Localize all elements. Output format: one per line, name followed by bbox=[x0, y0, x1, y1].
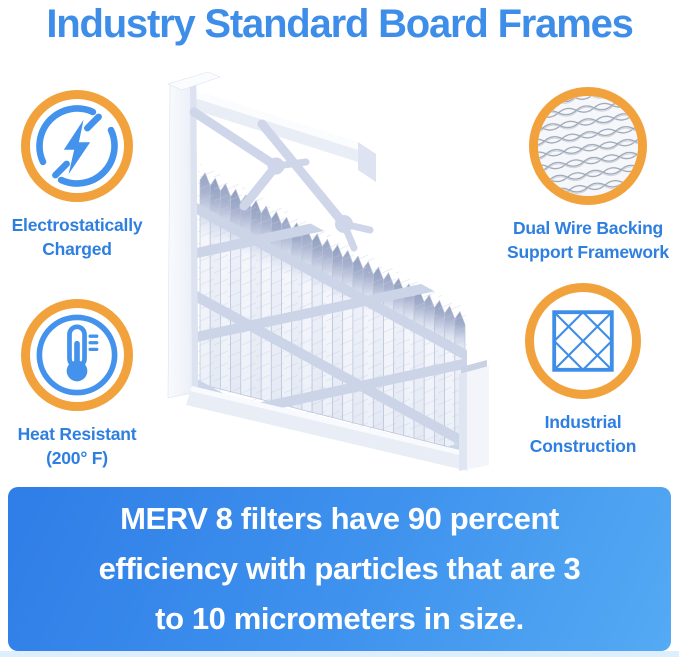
footer-accent-strip bbox=[0, 651, 679, 657]
feature-label-line2: (200° F) bbox=[46, 448, 108, 469]
wire-mesh-icon bbox=[538, 96, 638, 196]
feature-label-line1: Dual Wire Backing bbox=[512, 218, 664, 238]
banner-text-line: efficiency with particles that are 3 bbox=[98, 551, 581, 586]
feature-label-line2: Support Framework bbox=[507, 242, 669, 263]
feature-label: Electrostatically Charged bbox=[12, 213, 143, 261]
feature-icon-ring bbox=[525, 283, 641, 399]
info-banner: MERV 8 filters have 90 percent efficienc… bbox=[8, 487, 671, 651]
feature-label: Heat Resistant (200° F) bbox=[18, 422, 137, 470]
feature-icon-ring bbox=[21, 90, 133, 202]
feature-icon-ring bbox=[529, 87, 647, 205]
feature-label-line2: Construction bbox=[529, 436, 637, 457]
feature-label-line1: Heat Resistant bbox=[17, 424, 137, 444]
feature-industrial-construction: Industrial Construction bbox=[503, 283, 663, 458]
lightning-bolt-icon bbox=[36, 105, 118, 187]
lattice-grid-icon bbox=[552, 310, 614, 372]
feature-label-line1: Electrostatically bbox=[11, 215, 143, 235]
thermometer-icon bbox=[36, 314, 118, 396]
corner-braces bbox=[189, 107, 374, 252]
feature-electrostatically-charged: Electrostatically Charged bbox=[0, 90, 157, 261]
page-title: Industry Standard Board Frames bbox=[46, 2, 634, 46]
feature-label: Industrial Construction bbox=[529, 410, 637, 458]
feature-icon-ring bbox=[21, 299, 133, 411]
banner-text-line: MERV 8 filters have 90 percent bbox=[120, 501, 559, 536]
feature-label: Dual Wire Backing Support Framework bbox=[507, 216, 669, 264]
air-filter-image bbox=[167, 71, 489, 471]
feature-label-line1: Industrial bbox=[544, 412, 622, 432]
banner-text-line: to 10 micrometers in size. bbox=[155, 601, 524, 636]
feature-heat-resistant: Heat Resistant (200° F) bbox=[0, 299, 157, 470]
feature-dual-wire-backing: Dual Wire Backing Support Framework bbox=[500, 87, 676, 264]
feature-label-line2: Charged bbox=[42, 239, 112, 260]
